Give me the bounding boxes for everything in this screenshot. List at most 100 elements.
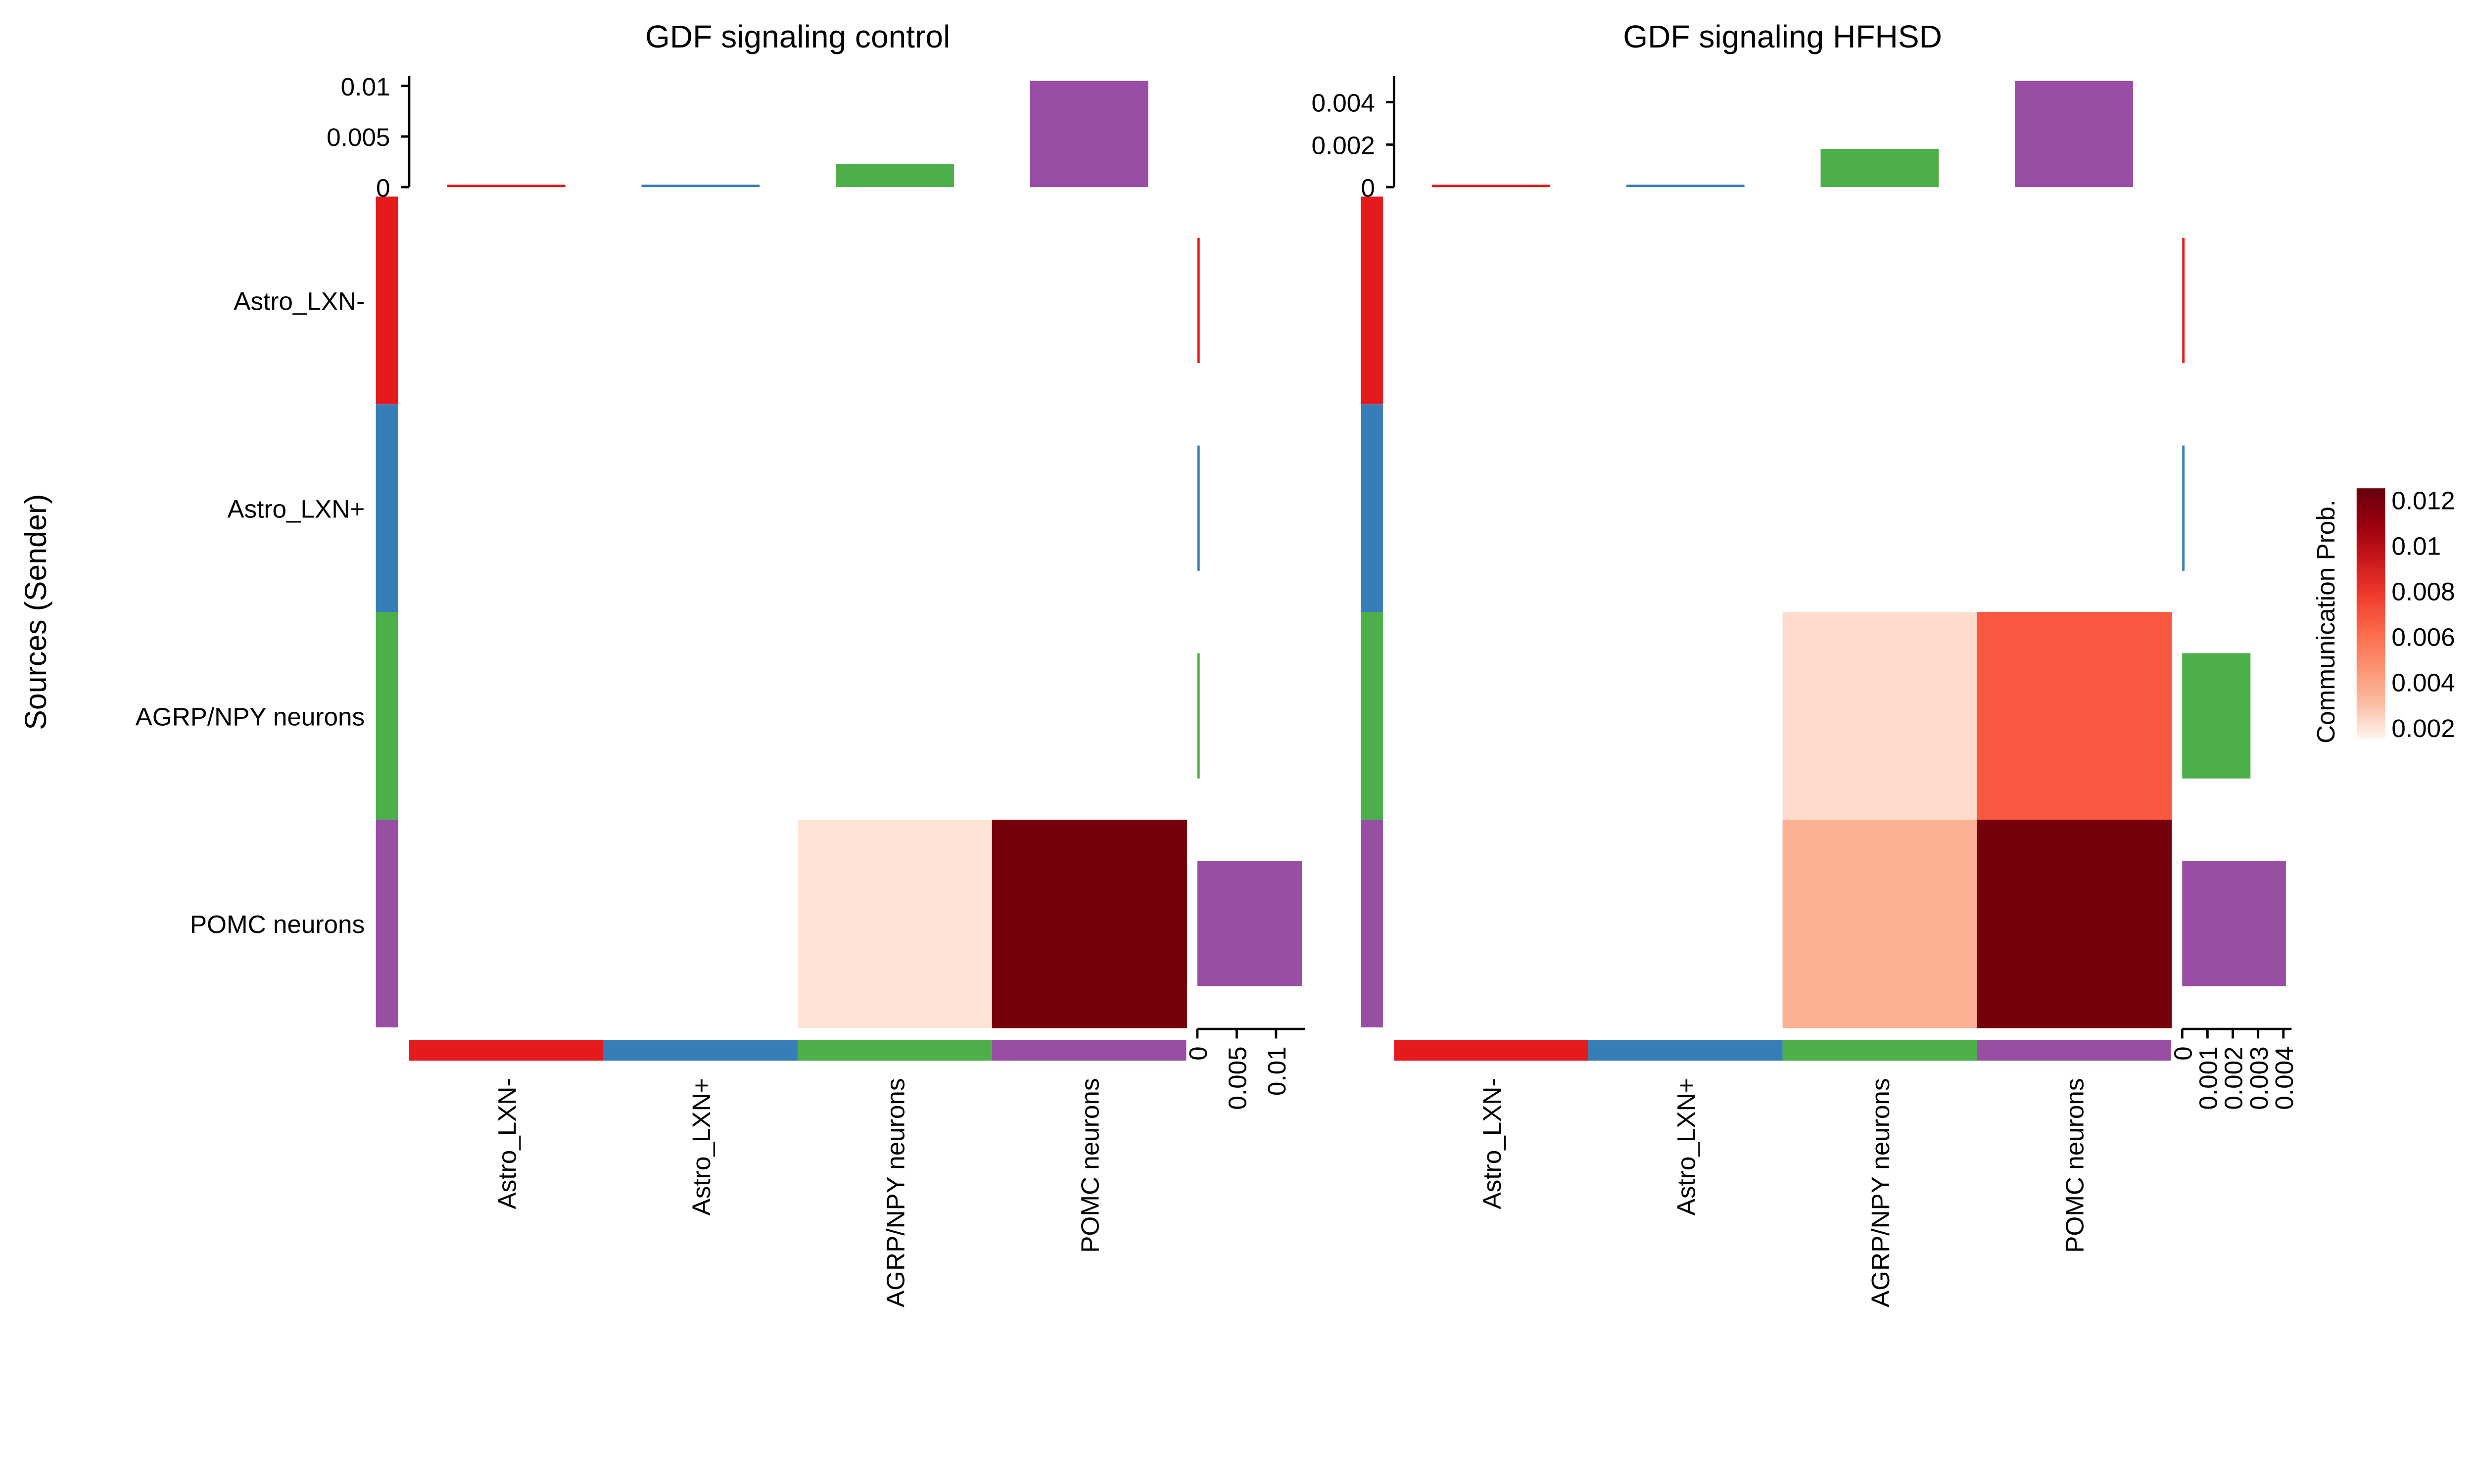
heatmap-cell xyxy=(603,820,799,1028)
row-annotation xyxy=(376,404,398,612)
panel-1: GDF signaling HFHSD Astro_LXN- Astro_LXN+ A… xyxy=(1312,19,2298,1307)
top-axis-tick-label: 0.002 xyxy=(1312,132,1375,160)
heatmap-cell xyxy=(409,404,605,613)
top-bar xyxy=(1820,148,1939,187)
column-annotation xyxy=(1977,1040,2171,1061)
right-axis-tick-label: 0.005 xyxy=(1224,1046,1252,1110)
heatmap-cell xyxy=(1782,196,1978,405)
heatmap-figure: Sources (Sender) GDF signaling control As… xyxy=(19,19,2455,1307)
heatmap-cell xyxy=(1394,404,1589,613)
row-label: POMC neurons xyxy=(190,910,365,938)
column-annotation xyxy=(603,1040,798,1061)
right-bar xyxy=(1197,445,1200,571)
heatmap-cell xyxy=(1782,820,1978,1028)
row-annotation xyxy=(376,612,398,820)
column-annotation xyxy=(409,1040,604,1061)
row-annotation xyxy=(1360,820,1383,1027)
heatmap-cell xyxy=(1588,404,1784,613)
right-axis-tick-label: 0 xyxy=(1184,1046,1212,1061)
right-bar xyxy=(1197,861,1302,986)
right-bar xyxy=(2182,237,2185,363)
heatmap-cell xyxy=(992,612,1188,821)
right-bar xyxy=(1197,653,1200,779)
right-axis-tick-label: 0.001 xyxy=(2194,1046,2223,1110)
heatmap-cell xyxy=(409,820,605,1028)
heatmap-cell xyxy=(1588,820,1784,1028)
top-bar xyxy=(447,185,566,187)
row-annotation xyxy=(376,196,398,405)
heatmap-cell xyxy=(798,612,993,821)
right-axis-tick-label: 0 xyxy=(2169,1046,2197,1061)
color-legend: Communication Prob. 0.012 0.01 0.008 0.006 0.… xyxy=(2312,486,2455,743)
column-label: Astro_LXN+ xyxy=(1672,1078,1700,1215)
row-label: Astro_LXN- xyxy=(234,287,365,316)
heatmap-cell xyxy=(603,404,799,613)
column-label: AGRP/NPY neurons xyxy=(882,1078,910,1307)
heatmap-cell xyxy=(1977,820,2172,1028)
heatmap-cell xyxy=(1782,612,1978,821)
column-label: Astro_LXN- xyxy=(493,1078,521,1209)
legend-title: Communication Prob. xyxy=(2312,500,2340,743)
column-annotation xyxy=(992,1040,1187,1061)
column-label: Astro_LXN+ xyxy=(687,1078,715,1215)
heatmap-cell xyxy=(798,820,993,1028)
top-axis-tick-label: 0 xyxy=(376,174,390,202)
right-bar xyxy=(2182,445,2185,571)
heatmap-cell xyxy=(798,404,993,613)
row-annotation xyxy=(376,820,398,1027)
top-bar xyxy=(1030,81,1148,187)
top-bar xyxy=(1626,185,1745,187)
right-bar xyxy=(1197,237,1200,363)
heatmap-cell xyxy=(1394,612,1589,821)
heatmap-cell xyxy=(603,196,799,405)
column-annotation xyxy=(1588,1040,1783,1061)
y-axis-label: Sources (Sender) xyxy=(19,494,52,730)
top-axis-tick-label: 0.004 xyxy=(1312,89,1375,117)
column-annotation xyxy=(1394,1040,1588,1061)
top-bar xyxy=(2015,81,2133,187)
column-label: POMC neurons xyxy=(2061,1078,2089,1252)
legend-tick-label: 0.004 xyxy=(2391,669,2455,697)
heatmap-cell xyxy=(409,196,605,405)
legend-tick-label: 0.01 xyxy=(2391,532,2441,560)
column-label: POMC neurons xyxy=(1076,1078,1104,1252)
top-bar xyxy=(641,185,760,187)
column-annotation xyxy=(1782,1040,1977,1061)
heatmap-cell xyxy=(1977,612,2172,821)
top-axis-tick-label: 0.005 xyxy=(327,123,390,151)
legend-tick-label: 0.008 xyxy=(2391,578,2455,606)
heatmap-cell xyxy=(992,196,1188,405)
row-label: Astro_LXN+ xyxy=(227,495,365,523)
legend-tick-label: 0.006 xyxy=(2391,623,2455,651)
column-annotation xyxy=(798,1040,992,1061)
row-label: AGRP/NPY neurons xyxy=(136,702,365,731)
right-axis-tick-label: 0.01 xyxy=(1263,1046,1291,1096)
heatmap-cell xyxy=(1588,196,1784,405)
panel-0: GDF signaling control Astro_LXN- Astro_LXN… xyxy=(136,19,1305,1307)
heatmap-cell xyxy=(409,612,605,821)
top-bar xyxy=(1432,185,1551,187)
legend-tick-label: 0.012 xyxy=(2391,486,2455,514)
heatmap-cell xyxy=(603,612,799,821)
heatmap-cell xyxy=(1588,612,1784,821)
column-label: Astro_LXN- xyxy=(1478,1078,1506,1209)
heatmap-cell xyxy=(992,820,1188,1028)
right-axis-tick-label: 0.003 xyxy=(2245,1046,2273,1110)
top-bar xyxy=(836,164,954,187)
column-label: AGRP/NPY neurons xyxy=(1866,1078,1895,1307)
right-axis-tick-label: 0.004 xyxy=(2270,1046,2298,1110)
row-annotation xyxy=(1360,196,1383,405)
panel-title: GDF signaling HFHSD xyxy=(1623,19,1942,54)
heatmap-cell xyxy=(992,404,1188,613)
right-bar xyxy=(2182,653,2251,779)
legend-tick-label: 0.002 xyxy=(2391,714,2455,742)
right-bar xyxy=(2182,861,2286,986)
heatmap-cell xyxy=(1394,820,1589,1028)
legend-colorbar xyxy=(2356,488,2385,739)
heatmap-cell xyxy=(1782,404,1978,613)
heatmap-cell xyxy=(1394,196,1589,405)
right-axis-tick-label: 0.002 xyxy=(2220,1046,2248,1110)
row-annotation xyxy=(1360,612,1383,820)
heatmap-cell xyxy=(1977,404,2172,613)
top-axis-tick-label: 0.01 xyxy=(341,73,390,101)
